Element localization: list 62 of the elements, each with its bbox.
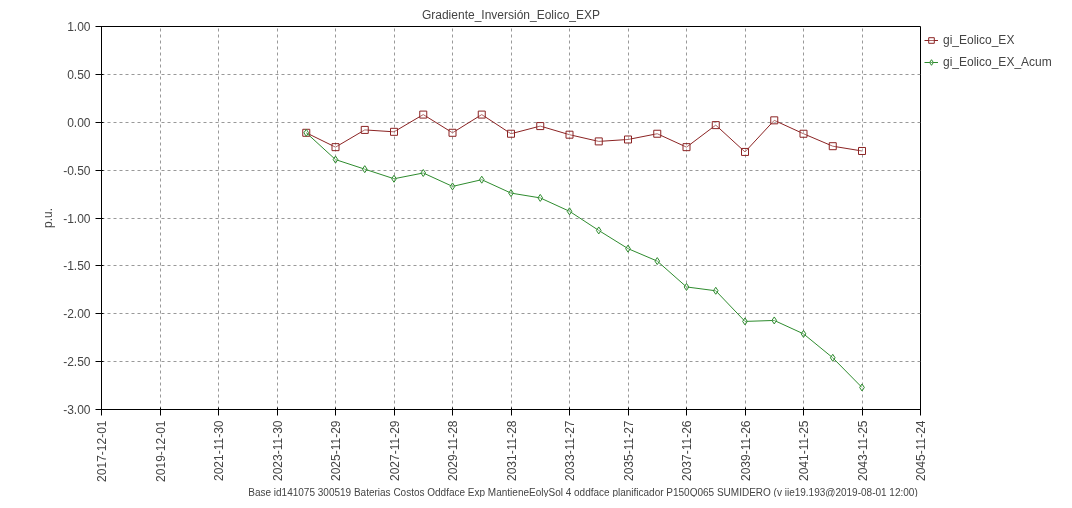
point [448, 128, 457, 137]
y-tick-label: -2.50 [63, 355, 91, 370]
point [536, 122, 545, 131]
legend-label: gi_Eolico_EX [943, 33, 1015, 47]
point [566, 207, 573, 216]
point [654, 257, 661, 266]
x-tick-label: 2043-11-25 [855, 420, 870, 481]
x-tick-label: 2031-11-28 [504, 420, 519, 481]
point [800, 329, 807, 338]
point [449, 182, 456, 191]
point [420, 169, 427, 177]
x-tick-label: 2017-12-01 [95, 420, 109, 482]
point [507, 129, 515, 138]
x-tick-label: 2027-11-29 [387, 420, 402, 481]
y-axis-title: p.u. [41, 207, 56, 229]
y-tick-label: -1.50 [63, 259, 91, 274]
point [478, 175, 485, 184]
x-tick-label: 2035-11-27 [621, 420, 636, 481]
y-tick-label: -3.00 [63, 403, 91, 417]
point [712, 286, 719, 295]
y-tick-label: -1.00 [63, 211, 91, 226]
x-tick-label: 2045-11-24 [914, 420, 928, 481]
point [683, 282, 690, 291]
point [799, 129, 808, 138]
x-tick-label: 2023-11-30 [270, 420, 285, 481]
point [770, 116, 779, 125]
x-tick-label: 2025-11-29 [329, 420, 343, 481]
y-tick-label: 1.00 [67, 20, 91, 34]
legend-label: gi_Eolico_EX_Acum [943, 55, 1052, 69]
point [624, 135, 632, 144]
point [858, 146, 866, 155]
x-tick-label: 2039-11-26 [738, 420, 753, 481]
point [331, 143, 340, 152]
point [332, 155, 339, 164]
x-tick-label: 2021-11-30 [212, 420, 226, 481]
x-tick-label: 2033-11-27 [563, 420, 577, 481]
point [537, 193, 544, 202]
y-tick-label: 0.00 [67, 115, 91, 130]
point [390, 127, 398, 136]
chart-title: Gradiente_Inversión_Eolico_EXP [421, 7, 601, 22]
x-tick-label: 2037-11-26 [680, 420, 694, 481]
text: Base id141075 300519 Baterias Costos Oddface Exp MantieneEolySol 4 oddface planificador P150Q065 SUMIDERO (v iie19.193@2019-08-01 12:00) [248, 486, 918, 498]
point [361, 165, 368, 174]
point [828, 142, 837, 151]
point [711, 121, 720, 130]
point [565, 130, 574, 139]
point [419, 110, 428, 119]
y-tick-label: 0.50 [67, 67, 91, 82]
x-tick-label: 2019-12-01 [153, 420, 168, 482]
point [771, 316, 778, 325]
x-tick-label: 2029-11-28 [446, 420, 460, 481]
point [829, 353, 836, 362]
point [682, 143, 691, 152]
point [594, 137, 603, 146]
point [653, 129, 662, 138]
x-tick-label: 2041-11-25 [797, 420, 811, 481]
y-tick-label: -2.00 [63, 307, 91, 322]
point [477, 110, 486, 119]
y-tick-label: -0.50 [63, 163, 91, 178]
point [360, 125, 369, 134]
point [595, 226, 602, 235]
point [741, 147, 749, 156]
